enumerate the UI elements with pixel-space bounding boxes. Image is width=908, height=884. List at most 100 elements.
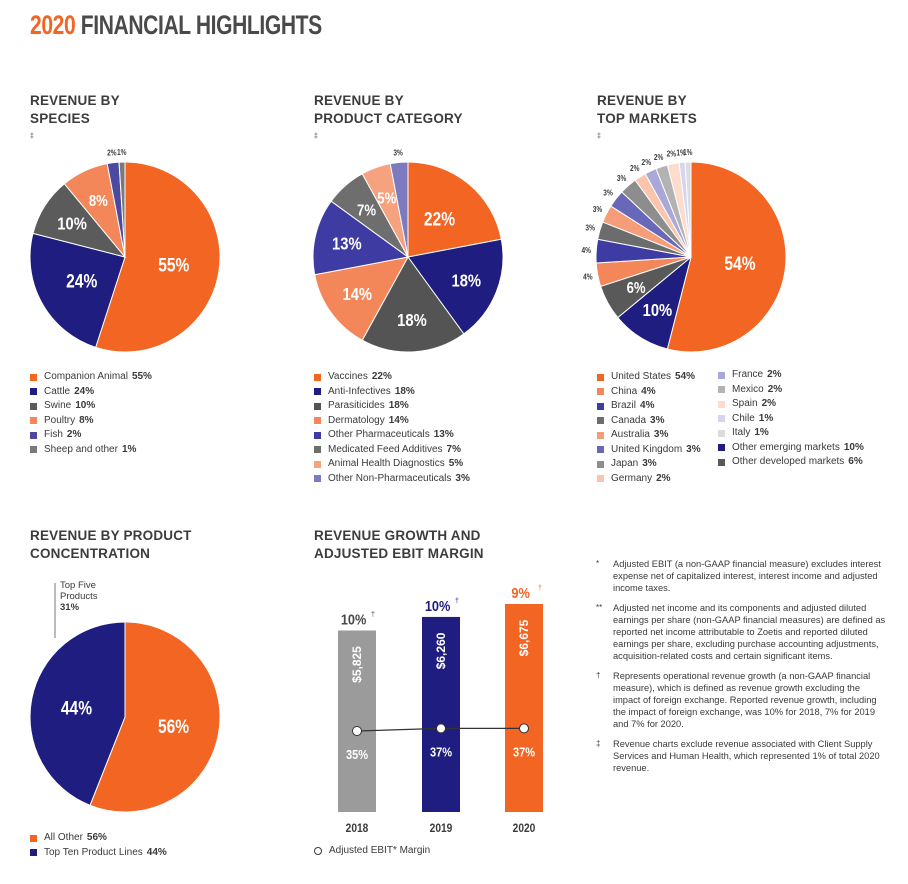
category-legend-item: Medicated Feed Additives 7% — [314, 443, 470, 458]
markets-legend-label: Brazil — [611, 400, 637, 411]
markets-slice-label: 2% — [667, 149, 677, 159]
markets-legend-value: 4% — [640, 400, 655, 411]
markets-slice-label: 2% — [630, 163, 640, 173]
markets-legend-item: Italy 1% — [718, 426, 864, 441]
markets-legend-swatch — [597, 475, 604, 483]
markets-legend-item: China 4% — [597, 385, 701, 400]
species-legend-item: Swine 10% — [30, 399, 152, 414]
markets-legend-label: United States — [611, 371, 672, 382]
growth-mark: † — [538, 585, 542, 592]
category-legend-swatch — [314, 402, 321, 410]
species-slice-label: 55% — [158, 254, 189, 276]
growth-heading-line1: REVENUE GROWTH AND — [314, 528, 481, 543]
year-tick-label: 2019 — [430, 822, 453, 835]
page-title: 2020 FINANCIAL HIGHLIGHTS — [30, 10, 322, 41]
markets-legend-swatch — [597, 417, 604, 425]
category-legend-value: 14% — [388, 414, 409, 426]
species-slice — [95, 161, 221, 353]
markets-legend-col1: United States 54% China 4% Brazil 4% Canada 3% A… — [597, 370, 701, 486]
species-legend-label: Poultry — [44, 414, 76, 426]
markets-legend-value: 3% — [642, 458, 657, 469]
markets-slice-label: 4% — [583, 272, 593, 282]
markets-legend-label: Mexico — [732, 383, 764, 395]
markets-legend-label: Japan — [611, 458, 639, 469]
category-legend-label: Medicated Feed Additives — [328, 443, 443, 455]
species-legend-item: Fish 2% — [30, 428, 152, 443]
markets-legend-label: Other developed markets — [732, 456, 845, 467]
category-slice-label: 18% — [397, 311, 427, 331]
category-legend-label: Anti-Infectives — [328, 385, 391, 397]
markets-legend-label: Germany — [611, 472, 653, 484]
species-heading-mark: ‡ — [30, 133, 35, 140]
markets-legend-swatch — [718, 458, 725, 466]
category-slice — [407, 161, 502, 258]
concentration-legend-swatch — [30, 849, 37, 857]
top-five-line1: Top Five — [60, 580, 96, 591]
species-legend-swatch — [30, 446, 37, 454]
category-legend-label: Vaccines — [328, 371, 368, 382]
category-legend-item: Other Non-Pharmaceuticals 3% — [314, 472, 470, 487]
revenue-bar-label: $6,260 — [434, 632, 448, 669]
category-legend-value: 7% — [446, 443, 461, 455]
category-legend-item: Parasiticides 18% — [314, 399, 470, 414]
species-legend-value: 2% — [66, 429, 82, 440]
species-legend-swatch — [30, 388, 37, 396]
species-legend-label: Sheep and other — [44, 443, 118, 455]
category-legend-value: 3% — [455, 472, 470, 484]
title-text: FINANCIAL HIGHLIGHTS — [80, 10, 322, 40]
concentration-heading-line1: REVENUE BY PRODUCT — [30, 528, 192, 543]
markets-legend-swatch — [718, 415, 725, 423]
species-legend-value: 24% — [74, 385, 95, 397]
species-slice-label: 1% — [117, 147, 127, 157]
top-five-annotation: Top Five Products 31% — [60, 580, 98, 613]
markets-legend-value: 6% — [848, 456, 863, 467]
markets-legend-item: Chile 1% — [718, 412, 864, 427]
growth-label: 10% — [341, 610, 367, 627]
markets-heading: REVENUE BY TOP MARKETS ‡ — [597, 92, 697, 146]
markets-legend-swatch — [718, 400, 725, 408]
concentration-heading-line2: CONCENTRATION — [30, 546, 151, 561]
markets-legend-item: Australia 3% — [597, 428, 701, 443]
footnote-mark: † — [596, 670, 601, 680]
ebit-margin-label: 37% — [513, 745, 535, 760]
species-heading-line2: SPECIES — [30, 111, 90, 126]
markets-legend-item: Brazil 4% — [597, 399, 701, 414]
markets-legend-value: 2% — [767, 383, 783, 395]
markets-legend-swatch — [597, 402, 604, 410]
ebit-margin-point — [519, 723, 529, 734]
concentration-legend-label: All Other — [44, 832, 83, 843]
species-slice-label: 24% — [66, 270, 97, 292]
category-heading: REVENUE BY PRODUCT CATEGORY ‡ — [314, 92, 463, 146]
category-slice — [361, 256, 465, 353]
concentration-heading: REVENUE BY PRODUCT CONCENTRATION — [30, 527, 192, 563]
markets-legend-swatch — [718, 429, 725, 437]
species-legend-label: Swine — [44, 400, 72, 411]
species-legend-swatch — [30, 417, 37, 425]
category-legend-value: 18% — [388, 400, 409, 411]
species-legend-swatch — [30, 431, 37, 439]
footnote-text: Adjusted EBIT (a non-GAAP financial meas… — [613, 559, 881, 594]
markets-legend-value: 3% — [686, 443, 701, 455]
markets-slice-label: 2% — [654, 152, 664, 162]
revenue-bar — [338, 630, 376, 812]
species-legend-label: Companion Animal — [44, 371, 128, 382]
category-slice-label: 18% — [452, 271, 482, 291]
category-legend-value: 13% — [433, 429, 454, 440]
top-five-line2: Products — [60, 591, 98, 602]
footnote: ** Adjusted net income and its components… — [596, 602, 886, 663]
species-legend-item: Companion Animal 55% — [30, 370, 152, 385]
markets-slice-label: 3% — [585, 223, 595, 233]
category-legend-item: Animal Health Diagnostics 5% — [314, 457, 470, 472]
species-legend-item: Sheep and other 1% — [30, 443, 152, 458]
species-legend-value: 8% — [79, 414, 94, 426]
markets-legend-item: United Kingdom 3% — [597, 443, 701, 458]
growth-mark: † — [455, 598, 459, 605]
growth-heading: REVENUE GROWTH AND ADJUSTED EBIT MARGIN — [314, 527, 484, 563]
category-slice — [314, 256, 409, 341]
markets-legend-label: China — [611, 385, 638, 397]
concentration-legend-item: All Other 56% — [30, 831, 167, 846]
growth-mark: † — [371, 611, 375, 618]
ebit-legend-label: Adjusted EBIT* Margin — [329, 845, 431, 856]
category-legend-swatch — [314, 373, 321, 381]
markets-legend-swatch — [597, 388, 604, 396]
